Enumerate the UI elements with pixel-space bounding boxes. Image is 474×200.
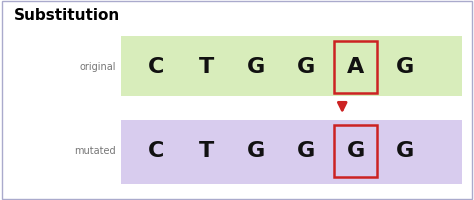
Bar (121, 36, 462, 96)
Text: T: T (199, 57, 214, 77)
Text: C: C (148, 141, 164, 161)
Text: G: G (247, 141, 265, 161)
Text: Substitution: Substitution (14, 8, 120, 23)
Bar (121, 120, 462, 184)
Text: A: A (347, 57, 364, 77)
Bar (334, 41, 377, 93)
Text: mutated: mutated (74, 146, 116, 156)
Text: G: G (396, 57, 414, 77)
Text: T: T (199, 141, 214, 161)
Text: G: G (396, 141, 414, 161)
Text: G: G (297, 141, 315, 161)
Bar (334, 125, 377, 177)
Text: original: original (80, 62, 116, 72)
Text: G: G (297, 57, 315, 77)
Text: C: C (148, 57, 164, 77)
Text: G: G (247, 57, 265, 77)
Text: G: G (346, 141, 365, 161)
